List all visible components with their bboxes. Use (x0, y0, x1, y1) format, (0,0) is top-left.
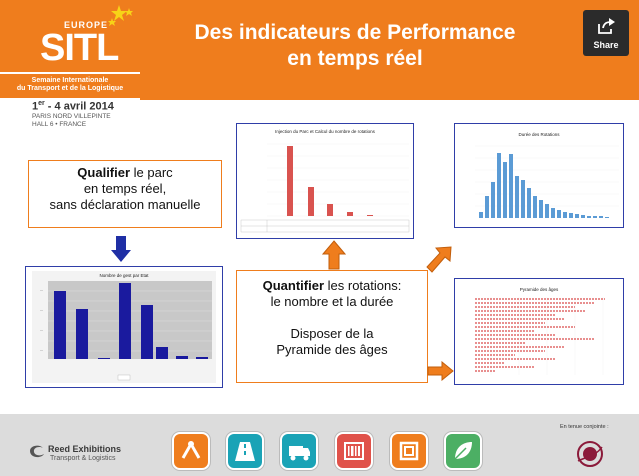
bar (308, 187, 314, 216)
arrow-up-icon (322, 240, 346, 270)
bar (76, 309, 88, 359)
route-icon (172, 432, 210, 470)
svg-text:—: — (40, 288, 43, 292)
stars-icon (108, 5, 133, 26)
bar (119, 283, 131, 359)
chart1-title: Nombre de gest par Etat (99, 273, 149, 278)
bar (176, 356, 188, 359)
reed-exhibitions-logo: Reed Exhibitions Transport & Logistics (28, 440, 138, 470)
chart-state-count: Nombre de gest par Etat — — — — (25, 266, 223, 388)
slide-title: Des indicateurs de Performance en temps … (194, 21, 516, 70)
sitl-logo: EUROPE SITL Semaine Internationale du Tr… (0, 0, 140, 130)
qualify-box: Qualifier le parc en temps réel, sans dé… (28, 160, 222, 228)
logo-europe: EUROPE (64, 20, 109, 30)
chart-rotations: Injection du Parc et Calcul du nombre de… (236, 123, 414, 239)
arrow-right-icon (427, 361, 454, 381)
chart-rotation-duration: Durée des Rotations (454, 123, 624, 228)
bar (327, 204, 333, 216)
logo-name: SITL (40, 27, 119, 69)
leaf-icon (444, 432, 482, 470)
bar (367, 215, 373, 216)
svg-text:—: — (40, 348, 43, 352)
barcode-icon (335, 432, 373, 470)
share-button[interactable]: Share (583, 10, 629, 56)
chart3-title: Durée des Rotations (518, 132, 560, 137)
truck-icon (280, 432, 318, 470)
quantify-box: Quantifier les rotations: le nombre et l… (236, 270, 428, 383)
reed-logo-icon (30, 445, 44, 458)
bar (98, 358, 110, 359)
chart-age-pyramid: Pyramide des âges (454, 278, 624, 385)
arrow-diagonal-icon (426, 246, 452, 273)
bar (196, 357, 208, 359)
svg-text:—: — (40, 328, 43, 332)
arrow-down-icon (111, 236, 131, 262)
intralogistics-logo-icon (577, 441, 603, 467)
chart2-title: Injection du Parc et Calcul du nombre de… (275, 129, 376, 134)
bar (347, 212, 353, 216)
share-label: Share (593, 40, 619, 50)
svg-text:—: — (40, 308, 43, 312)
bar (54, 291, 66, 359)
share-icon (598, 18, 615, 34)
bar (156, 347, 168, 359)
chart4-title: Pyramide des âges (520, 287, 559, 292)
bar (141, 305, 153, 359)
event-date: 1er - 4 avril 2014 (32, 100, 114, 113)
road-icon (226, 432, 264, 470)
bar (287, 146, 293, 216)
joint-event-label: En tenue conjointe : (560, 424, 609, 430)
event-venue: PARIS NORD VILLEPINTE HALL 6 • FRANCE (32, 113, 111, 128)
footer: Reed Exhibitions Transport & Logistics E… (0, 414, 639, 476)
logo-subtitle: Semaine Internationale du Transport et d… (0, 74, 140, 98)
package-icon (390, 432, 428, 470)
